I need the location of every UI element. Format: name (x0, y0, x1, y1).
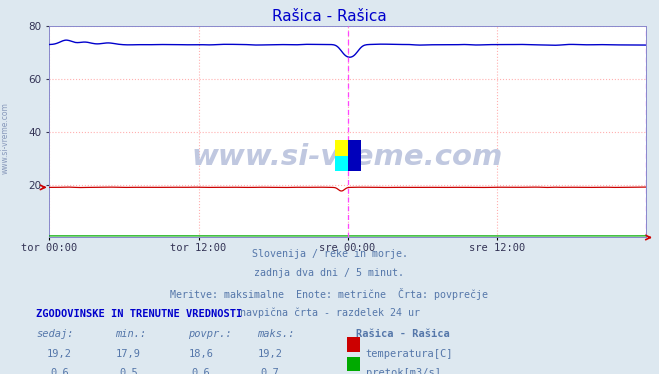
Text: 0,7: 0,7 (261, 368, 279, 374)
Text: 19,2: 19,2 (47, 349, 72, 359)
Text: sedaj:: sedaj: (36, 329, 74, 339)
Text: zadnja dva dni / 5 minut.: zadnja dva dni / 5 minut. (254, 268, 405, 278)
Text: 19,2: 19,2 (258, 349, 283, 359)
Text: Rašica - Rašica: Rašica - Rašica (272, 9, 387, 24)
Text: min.:: min.: (115, 329, 146, 339)
Text: 18,6: 18,6 (188, 349, 214, 359)
Text: temperatura[C]: temperatura[C] (366, 349, 453, 359)
Text: pretok[m3/s]: pretok[m3/s] (366, 368, 441, 374)
Text: 17,9: 17,9 (116, 349, 141, 359)
Bar (335, 140, 360, 156)
Text: www.si-vreme.com: www.si-vreme.com (192, 143, 503, 171)
Text: 0,5: 0,5 (119, 368, 138, 374)
Text: ZGODOVINSKE IN TRENUTNE VREDNOSTI: ZGODOVINSKE IN TRENUTNE VREDNOSTI (36, 309, 243, 319)
Text: navpična črta - razdelek 24 ur: navpična črta - razdelek 24 ur (239, 307, 420, 318)
Text: 0,6: 0,6 (192, 368, 210, 374)
Text: 0,6: 0,6 (50, 368, 69, 374)
Text: maks.:: maks.: (257, 329, 295, 339)
Text: povpr.:: povpr.: (188, 329, 231, 339)
Text: www.si-vreme.com: www.si-vreme.com (1, 102, 10, 174)
Text: Slovenija / reke in morje.: Slovenija / reke in morje. (252, 249, 407, 259)
Bar (348, 140, 360, 171)
Bar (335, 156, 360, 171)
Text: Meritve: maksimalne  Enote: metrične  Črta: povprečje: Meritve: maksimalne Enote: metrične Črta… (171, 288, 488, 300)
Text: Rašica - Rašica: Rašica - Rašica (356, 329, 449, 339)
